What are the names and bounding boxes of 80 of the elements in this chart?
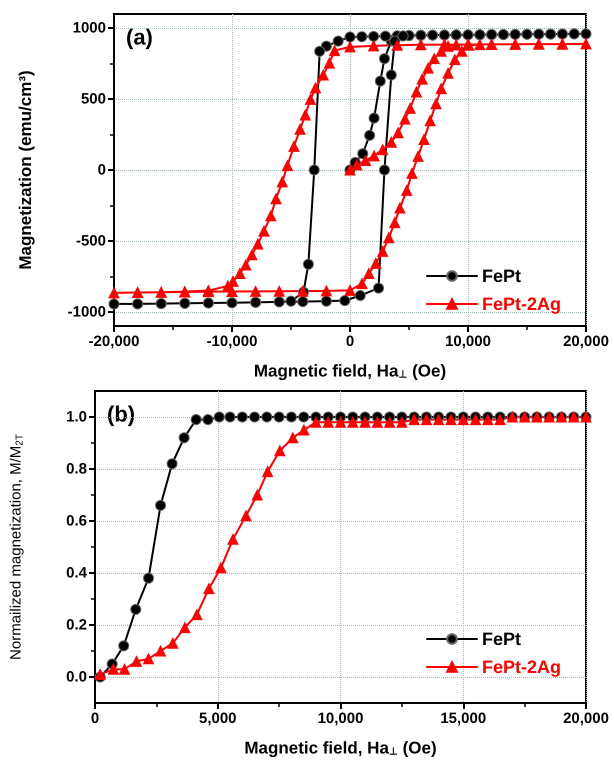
point [202, 414, 214, 426]
point [130, 656, 142, 667]
point [108, 664, 119, 675]
x-tick-label: 15,000 [440, 710, 486, 727]
y-tick-label: 0.6 [66, 512, 87, 530]
point [274, 445, 286, 456]
point [203, 583, 214, 594]
point [143, 653, 154, 664]
legend-label: FePt-2Ag [482, 294, 562, 314]
y-tick-label: -1000 [68, 303, 106, 320]
y-tick-label: -500 [76, 232, 106, 250]
point [179, 622, 190, 634]
point [396, 416, 408, 428]
point [130, 604, 142, 615]
annotation: (a) [126, 24, 153, 50]
point [262, 466, 274, 478]
x-tick-label: 10,000 [318, 710, 364, 727]
point [261, 412, 272, 422]
y-tick-label: 0.0 [66, 668, 87, 686]
point [310, 416, 322, 428]
point [372, 416, 383, 428]
point [298, 424, 310, 436]
point [249, 412, 260, 422]
y-tick-label: 500 [80, 90, 106, 108]
point [94, 668, 106, 680]
point [298, 412, 310, 422]
legend-label: FePt-2Ag [482, 657, 562, 677]
point [118, 664, 130, 675]
point [335, 416, 346, 428]
point [167, 638, 178, 649]
point [470, 414, 482, 426]
point [240, 510, 252, 522]
legend-label: FePt [482, 629, 522, 649]
x-tick-label: 5,000 [198, 710, 237, 727]
point [433, 414, 444, 426]
x-tick-label: 10,000 [445, 333, 491, 350]
point [166, 458, 178, 470]
x-tick-label: 20,000 [563, 333, 609, 350]
legend-label: FePt [482, 266, 522, 286]
point [252, 490, 263, 500]
x-tick-label: 20,000 [563, 710, 609, 727]
point [445, 414, 456, 426]
x-tick-label: -20,000 [88, 333, 140, 350]
point [224, 412, 236, 422]
point [191, 609, 202, 620]
y-tick-label: 1000 [72, 20, 106, 37]
point [214, 412, 225, 422]
point [384, 416, 396, 428]
point [482, 414, 494, 426]
point [494, 414, 506, 426]
annotation: (b) [107, 402, 136, 426]
y-axis-title: Normailized magnetization, M/M2T [8, 434, 26, 660]
x-axis-title: Magnetic field, Ha⊥ (Oe) [244, 738, 437, 758]
x-axis-title: Magnetic field, Ha⊥ (Oe) [254, 362, 446, 380]
point [143, 572, 154, 584]
point [360, 416, 371, 428]
y-tick-label: 0.2 [66, 616, 87, 634]
point [286, 412, 297, 422]
x-tick-label: -10,000 [206, 333, 258, 350]
point [322, 416, 334, 428]
y-tick-label: 1.0 [66, 408, 87, 426]
point [236, 412, 248, 422]
point [274, 412, 285, 422]
point [227, 534, 238, 545]
point [347, 416, 358, 428]
y-axis-title: Magnetization (emu/cm³) [16, 70, 35, 270]
y-tick-label: 0.4 [66, 564, 88, 582]
point [118, 640, 130, 652]
point [408, 414, 420, 426]
point [178, 432, 190, 444]
point [190, 414, 202, 426]
point [155, 646, 166, 656]
x-tick-label: 0 [346, 333, 354, 350]
point [287, 432, 298, 444]
point [420, 414, 432, 426]
y-tick-label: 0.8 [66, 460, 87, 478]
point [458, 414, 469, 426]
point [215, 562, 226, 574]
point [155, 500, 166, 511]
y-tick-label: 0 [98, 162, 106, 178]
